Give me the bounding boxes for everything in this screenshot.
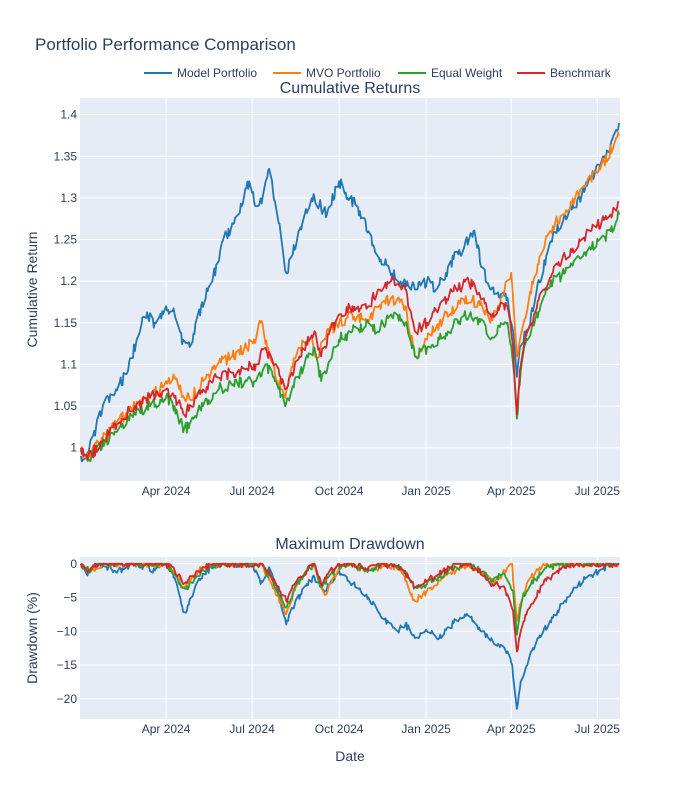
legend-label: Benchmark (550, 66, 612, 80)
x-tick-label: Jan 2025 (401, 484, 451, 498)
y-tick-label: 1.2 (60, 274, 77, 288)
subplot-title: Cumulative Returns (280, 80, 421, 97)
x-tick-label: Jul 2024 (229, 484, 275, 498)
legend-item-benchmark[interactable]: Benchmark (517, 66, 612, 80)
x-tick-label: Jul 2025 (575, 722, 621, 736)
legend-item-mvo-portfolio[interactable]: MVO Portfolio (273, 66, 381, 80)
cumulative-returns-panel: 1 1.05 1.1 1.15 1.2 1.25 1.3 1.35 1.4 Apr 2024 Jul… (24, 80, 620, 498)
legend-item-model-portfolio[interactable]: Model Portfolio (144, 66, 257, 80)
plot-area (80, 98, 620, 481)
x-tick-label: Jul 2024 (229, 722, 275, 736)
series-group (80, 562, 620, 710)
y-tick-label: 1.15 (54, 316, 78, 330)
y-tick-label: 1 (70, 441, 77, 455)
x-tick-label: Apr 2025 (487, 484, 536, 498)
legend-label: MVO Portfolio (306, 66, 381, 80)
legend: Model Portfolio MVO Portfolio Equal Weight… (144, 66, 612, 80)
drawdown-panel: 0 −5 −10 −15 −20 Apr 2024 Jul 2024 Oct 2024 Jan … (24, 536, 620, 764)
y-tick-label: −15 (57, 658, 78, 672)
y-axis-title: Cumulative Return (24, 232, 40, 348)
chart-title: Portfolio Performance Comparison (35, 35, 296, 54)
y-tick-label: 0 (70, 557, 77, 571)
subplot-title: Maximum Drawdown (275, 536, 424, 553)
y-tick-label: 1.05 (54, 399, 78, 413)
x-tick-label: Jul 2025 (575, 484, 621, 498)
x-axis-title: Date (335, 748, 365, 764)
x-tick-label: Apr 2024 (142, 722, 191, 736)
y-tick-label: 1.4 (60, 108, 77, 122)
x-tick-label: Apr 2024 (142, 484, 191, 498)
series-line-benchmark (80, 201, 620, 461)
x-tick-label: Oct 2024 (315, 722, 364, 736)
y-tick-label: 1.35 (54, 149, 78, 163)
y-tick-label: −5 (63, 591, 77, 605)
legend-label: Model Portfolio (177, 66, 257, 80)
x-tick-label: Jan 2025 (401, 722, 451, 736)
y-tick-label: −20 (57, 692, 78, 706)
series-line-benchmark (80, 562, 620, 653)
y-axis-title: Drawdown (%) (24, 592, 40, 684)
x-tick-label: Oct 2024 (315, 484, 364, 498)
series-group (80, 122, 620, 463)
x-tick-label: Apr 2025 (487, 722, 536, 736)
legend-item-equal-weight[interactable]: Equal Weight (398, 66, 503, 80)
y-tick-label: 1.25 (54, 233, 78, 247)
legend-label: Equal Weight (431, 66, 503, 80)
y-tick-label: −10 (57, 624, 78, 638)
y-tick-label: 1.3 (60, 191, 77, 205)
series-line-mvo-portfolio (80, 131, 620, 460)
y-tick-label: 1.1 (60, 357, 77, 371)
